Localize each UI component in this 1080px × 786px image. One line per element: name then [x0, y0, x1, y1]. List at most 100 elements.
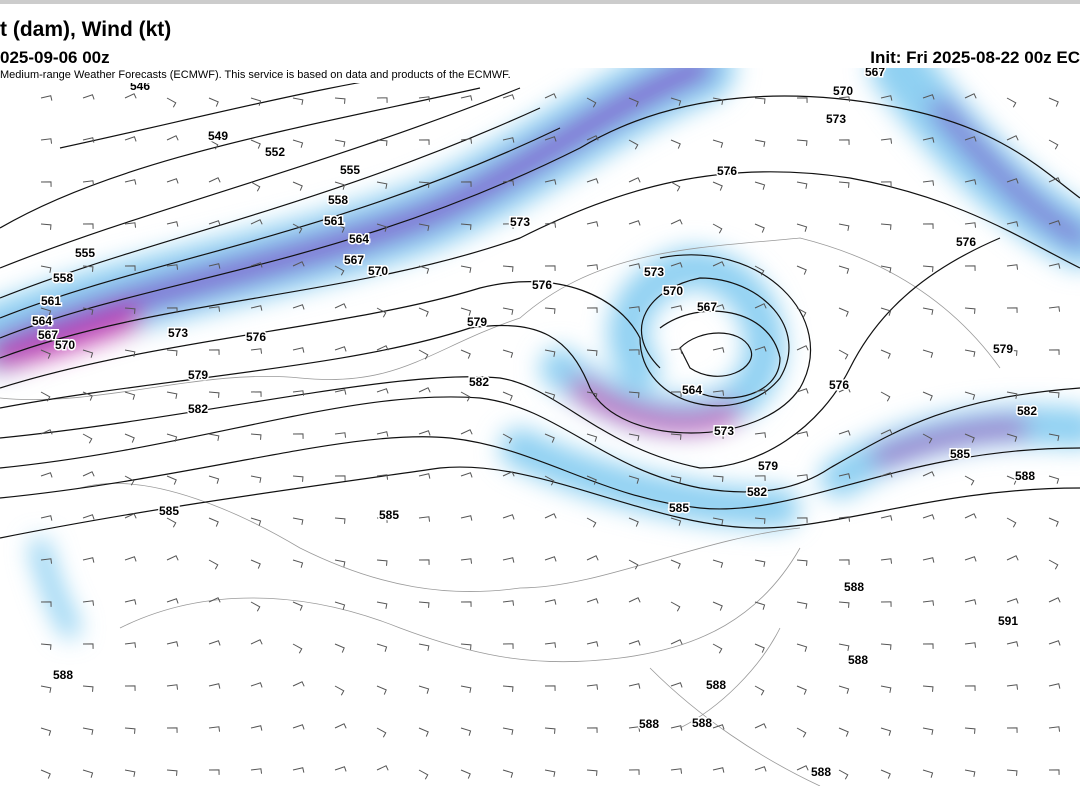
wind-barb — [376, 517, 388, 523]
wind-barb — [964, 556, 977, 562]
wind-barb — [334, 685, 345, 696]
contour-label: 576 — [246, 330, 266, 344]
wind-barb — [670, 391, 682, 397]
wind-barb — [250, 433, 262, 440]
wind-barb — [418, 387, 431, 393]
wind-barb — [1006, 178, 1019, 184]
wind-barb — [502, 307, 514, 315]
wind-barb — [250, 181, 261, 192]
wind-barb — [796, 559, 808, 566]
wind-barb — [166, 727, 178, 733]
wind-barb — [964, 513, 977, 519]
wind-barb — [166, 517, 177, 528]
wind-barb — [334, 432, 347, 438]
wind-barb — [922, 471, 935, 477]
wind-barb — [586, 391, 598, 399]
wind-barb — [292, 643, 303, 654]
wind-barb — [208, 475, 220, 484]
wind-barb — [250, 639, 263, 645]
wind-barb — [166, 97, 177, 108]
wind-barb — [250, 682, 263, 688]
wind-barb — [628, 139, 639, 150]
wind-barb — [292, 601, 303, 611]
wind-barb — [922, 769, 934, 778]
contour-label: 579 — [467, 315, 487, 329]
contour-label: 570 — [368, 264, 388, 278]
wind-barb — [334, 181, 346, 190]
wind-barb — [82, 727, 94, 735]
wind-barb — [292, 475, 304, 482]
wind-barb — [334, 223, 345, 233]
wind-barb — [460, 685, 472, 693]
wind-barb — [124, 599, 137, 605]
wind-barb — [796, 474, 809, 480]
contour-label: 573 — [644, 265, 664, 279]
wind-barb — [712, 724, 725, 730]
wind-barb — [40, 769, 51, 779]
wind-barb — [964, 599, 977, 605]
wind-barb — [166, 684, 179, 690]
wind-barb — [922, 514, 935, 520]
wind-barb — [754, 432, 767, 438]
wind-barb — [712, 304, 725, 310]
wind-barb — [1006, 391, 1018, 399]
wind-barb — [376, 643, 388, 652]
wind-barb — [922, 307, 934, 315]
contour-label: 564 — [349, 232, 369, 246]
contour-label: 567 — [344, 253, 364, 267]
wind-barb — [754, 346, 767, 352]
wind-barb — [418, 223, 430, 231]
wind-barb — [418, 181, 430, 188]
wind-barb — [838, 349, 849, 360]
wind-barb — [166, 598, 179, 604]
wind-barb — [502, 471, 515, 477]
contour-label: 588 — [844, 580, 864, 594]
wind-barb — [880, 769, 891, 779]
wind-barb — [712, 433, 724, 439]
wind-barb — [166, 264, 179, 270]
wind-barb — [796, 265, 807, 275]
wind-barb — [586, 135, 599, 141]
wind-barb — [40, 558, 53, 564]
wind-barb — [544, 433, 555, 443]
wind-barb — [838, 685, 850, 694]
wind-barb — [796, 643, 808, 652]
wind-barb — [838, 387, 851, 393]
wind-barb — [208, 726, 221, 732]
wind-barb — [502, 137, 515, 143]
wind-barb — [460, 307, 472, 316]
wind-barb — [124, 727, 136, 734]
wind-barb — [250, 601, 261, 612]
wind-barb — [166, 178, 179, 184]
wind-barb — [82, 600, 95, 606]
wind-barb — [838, 265, 850, 274]
contour-label: 588 — [639, 717, 659, 731]
wind-barb — [208, 640, 221, 646]
wind-barb — [586, 264, 599, 270]
contour-label: 585 — [379, 508, 399, 522]
wind-barb — [628, 220, 641, 226]
wind-barb — [502, 769, 514, 778]
wind-barb — [376, 307, 387, 318]
wind-barb — [40, 223, 52, 230]
wind-barb — [712, 347, 725, 353]
wind-barb — [208, 177, 221, 183]
wind-barb — [838, 769, 849, 780]
wind-barb — [334, 601, 346, 610]
wind-barb — [838, 601, 850, 608]
map: 5465495525555585615645675705735765735705… — [0, 68, 1080, 786]
wind-barb — [502, 391, 513, 401]
wind-barbs — [40, 93, 1061, 780]
header: t (dam), Wind (kt) 025-09-06 00z Init: F… — [0, 0, 1080, 68]
wind-barb — [334, 517, 346, 524]
wind-barb — [250, 768, 263, 774]
wind-barb — [1006, 97, 1017, 108]
wind-barb — [1048, 517, 1059, 527]
wind-barb — [82, 685, 94, 692]
wind-barb — [712, 681, 725, 687]
wind-barb — [418, 685, 430, 694]
wind-barb — [460, 515, 473, 521]
wind-barb — [754, 475, 766, 481]
wind-barb — [628, 97, 639, 107]
